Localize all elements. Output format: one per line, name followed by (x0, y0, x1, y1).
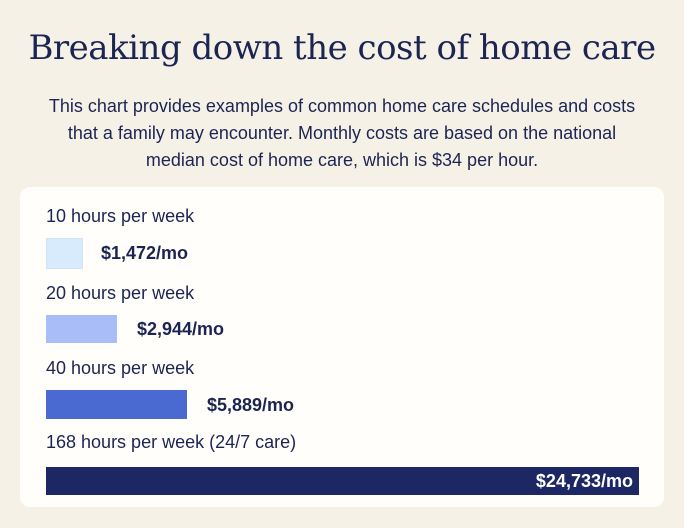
category-label-40-hours: 40 hours per week (46, 358, 195, 378)
bar-10-hours (46, 238, 83, 269)
category-label-168-hours: 168 hours per week (24/7 care) (46, 432, 297, 452)
bar-20-hours (46, 315, 117, 343)
value-label-20-hours: $2,944/mo (137, 319, 225, 339)
chart-title: Breaking down the cost of home care (28, 28, 656, 68)
category-label-10-hours: 10 hours per week (46, 206, 195, 226)
chart-subtitle: This chart provides examples of common h… (48, 96, 636, 170)
value-label-10-hours: $1,472/mo (101, 243, 189, 263)
bar-168-hours (46, 467, 639, 495)
chart-card: 10 hours per week $1,472/mo 20 hours per… (20, 187, 664, 507)
category-label-20-hours: 20 hours per week (46, 283, 195, 303)
value-label-40-hours: $5,889/mo (207, 395, 295, 415)
bar-40-hours (46, 390, 187, 419)
value-label-168-hours: $24,733/mo (535, 471, 633, 491)
